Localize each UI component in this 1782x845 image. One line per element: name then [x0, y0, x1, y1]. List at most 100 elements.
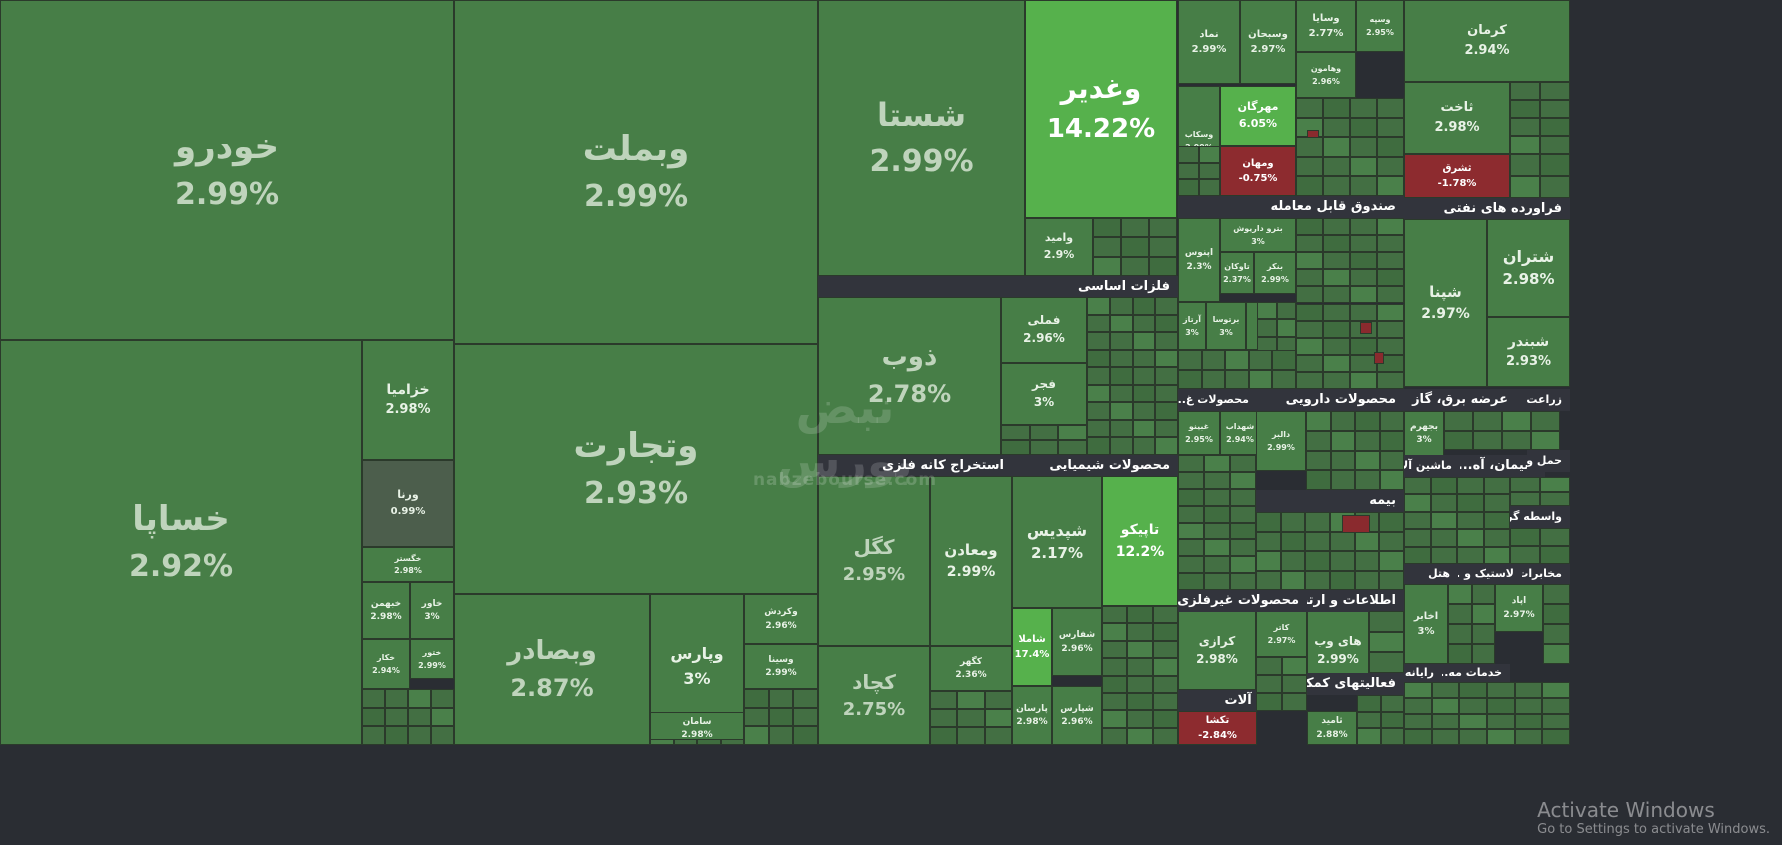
tile-44[interactable]: ثشرق -1.78%	[1404, 154, 1510, 198]
tile-27[interactable]: شپدیس 2.17%	[1012, 476, 1102, 608]
small-tile	[1510, 82, 1540, 100]
tile-name: ثاخت	[1440, 99, 1474, 115]
tile-percent: 2.95%	[1185, 434, 1213, 444]
tile-4[interactable]: ورنا 0.99%	[362, 460, 454, 547]
sector-header-15[interactable]: لاستیک و ...	[1458, 564, 1522, 584]
tile-29[interactable]: شاملا 17.4%	[1012, 608, 1052, 686]
tile-40[interactable]: ومهان -0.75%	[1220, 146, 1296, 196]
sector-header-16[interactable]: هتل	[1404, 564, 1458, 584]
tile-46[interactable]: شپنا 2.97%	[1404, 219, 1487, 387]
tile-5[interactable]: خگستر 2.98%	[362, 547, 454, 582]
small-tile	[930, 691, 958, 709]
sector-header-22[interactable]: فعالیتهای کمکی	[1307, 673, 1404, 695]
tile-17[interactable]: شستا 2.99%	[818, 0, 1025, 276]
tile-53[interactable]: برتوسا 3%	[1206, 302, 1246, 350]
tile-33[interactable]: شپارس 2.96%	[1052, 686, 1102, 745]
tile-42[interactable]: کرمان 2.94%	[1404, 0, 1570, 82]
small-tile	[1355, 450, 1380, 471]
sector-header-17[interactable]: مخابرات	[1522, 564, 1570, 584]
tile-57[interactable]: دالبر 2.99%	[1256, 411, 1306, 471]
tile-percent: 2.3%	[1186, 261, 1212, 272]
sector-header-18[interactable]: اطلاعات و ارتبا...	[1307, 590, 1404, 612]
tile-14[interactable]: وکردش 2.96%	[744, 594, 818, 644]
tile-30[interactable]: شفارس 2.96%	[1052, 608, 1102, 676]
tile-6[interactable]: خبهمن 2.98%	[362, 582, 410, 639]
tile-24[interactable]: ومعادن 2.99%	[930, 476, 1012, 646]
tile-7[interactable]: خاور 3%	[410, 582, 454, 639]
tile-55[interactable]: شهداب 2.94%	[1220, 411, 1260, 455]
tile-58[interactable]: بجهرم 3%	[1404, 411, 1444, 456]
tile-21[interactable]: فملی 2.96%	[1001, 297, 1087, 363]
sector-header-8[interactable]: عرضه برق، گاز	[1404, 389, 1516, 411]
tile-name: وبصادر	[507, 635, 597, 666]
small-tile	[1256, 693, 1282, 711]
tile-37[interactable]: وسپه 2.95%	[1356, 0, 1404, 52]
tile-43[interactable]: ثاخت 2.98%	[1404, 82, 1510, 154]
tile-32[interactable]: پارسان 2.98%	[1012, 686, 1052, 745]
tile-22[interactable]: فجر 3%	[1001, 363, 1087, 425]
small-tile	[1457, 529, 1484, 547]
tile-59[interactable]: کرازی 2.98%	[1178, 611, 1256, 690]
tile-name: آرتاز	[1183, 315, 1201, 325]
small-tile	[1330, 570, 1355, 590]
sector-header-5[interactable]: محصولات شیمیایی	[1012, 455, 1178, 476]
sector-header-3[interactable]: فلزات اساسی	[818, 276, 1178, 297]
tile-65[interactable]: ثامید 2.88%	[1307, 711, 1357, 745]
tile-56[interactable]: غبینو 2.95%	[1178, 411, 1220, 455]
tile-26[interactable]: کگهر 2.36%	[930, 646, 1012, 691]
tile-1[interactable]: خودرو 2.99%	[0, 0, 454, 340]
sector-header-12[interactable]: حمل ونقل	[1527, 450, 1570, 472]
tile-36[interactable]: وسایا 2.77%	[1296, 0, 1356, 52]
sector-header-1[interactable]: صندوق قابل معامله	[1178, 196, 1404, 218]
tile-61[interactable]: اخابر 3%	[1404, 584, 1448, 664]
tile-52[interactable]: آرتاز 3%	[1178, 302, 1206, 350]
sector-header-7[interactable]: محصولات دارویی	[1257, 389, 1404, 411]
tile-39[interactable]: مهرگان 6.05%	[1220, 86, 1296, 146]
tile-28[interactable]: تاپیکو 12.2%	[1102, 476, 1178, 606]
tile-50[interactable]: تاوکان 2.37%	[1220, 252, 1254, 294]
tile-3[interactable]: خزامیا 2.98%	[362, 340, 454, 460]
sector-header-6[interactable]: محصولات غ...	[1178, 389, 1257, 411]
tile-45[interactable]: شتران 2.98%	[1487, 219, 1570, 317]
small-tile	[1225, 350, 1249, 370]
sector-header-20[interactable]: خدمات مه...	[1442, 664, 1510, 682]
tile-38[interactable]: وهامون 2.96%	[1296, 52, 1356, 98]
tile-20[interactable]: ذوب 2.78%	[818, 297, 1001, 455]
small-tile	[431, 689, 454, 708]
sector-header-4[interactable]: استخراج کانه فلزی	[818, 455, 1012, 476]
sector-header-13[interactable]: بیمه	[1256, 490, 1404, 512]
sector-header-10[interactable]: سیمان، آه...	[1460, 455, 1545, 477]
tile-51[interactable]: بنکر 2.99%	[1254, 252, 1296, 294]
small-tile	[1448, 604, 1472, 624]
tile-19[interactable]: وامید 2.9%	[1025, 218, 1093, 276]
tile-15[interactable]: وسینا 2.99%	[744, 644, 818, 689]
sector-header-11[interactable]: ماشین آلا...	[1404, 455, 1460, 477]
tile-35[interactable]: وسبحان 2.97%	[1240, 0, 1296, 84]
sector-header-21[interactable]: رایانه	[1404, 664, 1442, 682]
tile-8[interactable]: ختور 2.99%	[410, 639, 454, 679]
sector-header-9[interactable]: زراعت	[1516, 389, 1570, 411]
tile-25[interactable]: کچاد 2.75%	[818, 646, 930, 745]
tile-name: دالبر	[1271, 430, 1291, 440]
small-tile	[1296, 337, 1323, 355]
sector-header-19[interactable]: محصولات غیرفلزی	[1178, 590, 1307, 612]
tile-18[interactable]: وغدیر 14.22%	[1025, 0, 1177, 218]
sector-header-14[interactable]: واسطه گری م...	[1510, 506, 1570, 528]
tile-48[interactable]: بترو داریوش 3%	[1220, 218, 1296, 252]
tile-63[interactable]: تکشا -2.84%	[1178, 711, 1257, 745]
tile-34[interactable]: نماد 2.99%	[1178, 0, 1240, 84]
small-tile	[1109, 297, 1133, 315]
tile-2[interactable]: خساپا 2.92%	[0, 340, 362, 745]
small-tile	[1448, 644, 1472, 664]
tile-11[interactable]: وتجارت 2.93%	[454, 344, 818, 594]
tile-23[interactable]: کگل 2.95%	[818, 476, 930, 646]
tile-12[interactable]: وبصادر 2.87%	[454, 594, 650, 745]
tile-62[interactable]: کاتر 2.97%	[1256, 611, 1307, 657]
sector-header-2[interactable]: فراورده های نفتی	[1404, 198, 1570, 219]
tile-10[interactable]: وبملت 2.99%	[454, 0, 818, 344]
small-tile	[1543, 584, 1570, 604]
tile-64[interactable]: اپاد 2.97%	[1495, 584, 1543, 632]
tile-9[interactable]: خکار 2.94%	[362, 639, 410, 689]
tile-47[interactable]: شبندر 2.93%	[1487, 317, 1570, 387]
tile-49[interactable]: اپنوس 2.3%	[1178, 218, 1220, 302]
